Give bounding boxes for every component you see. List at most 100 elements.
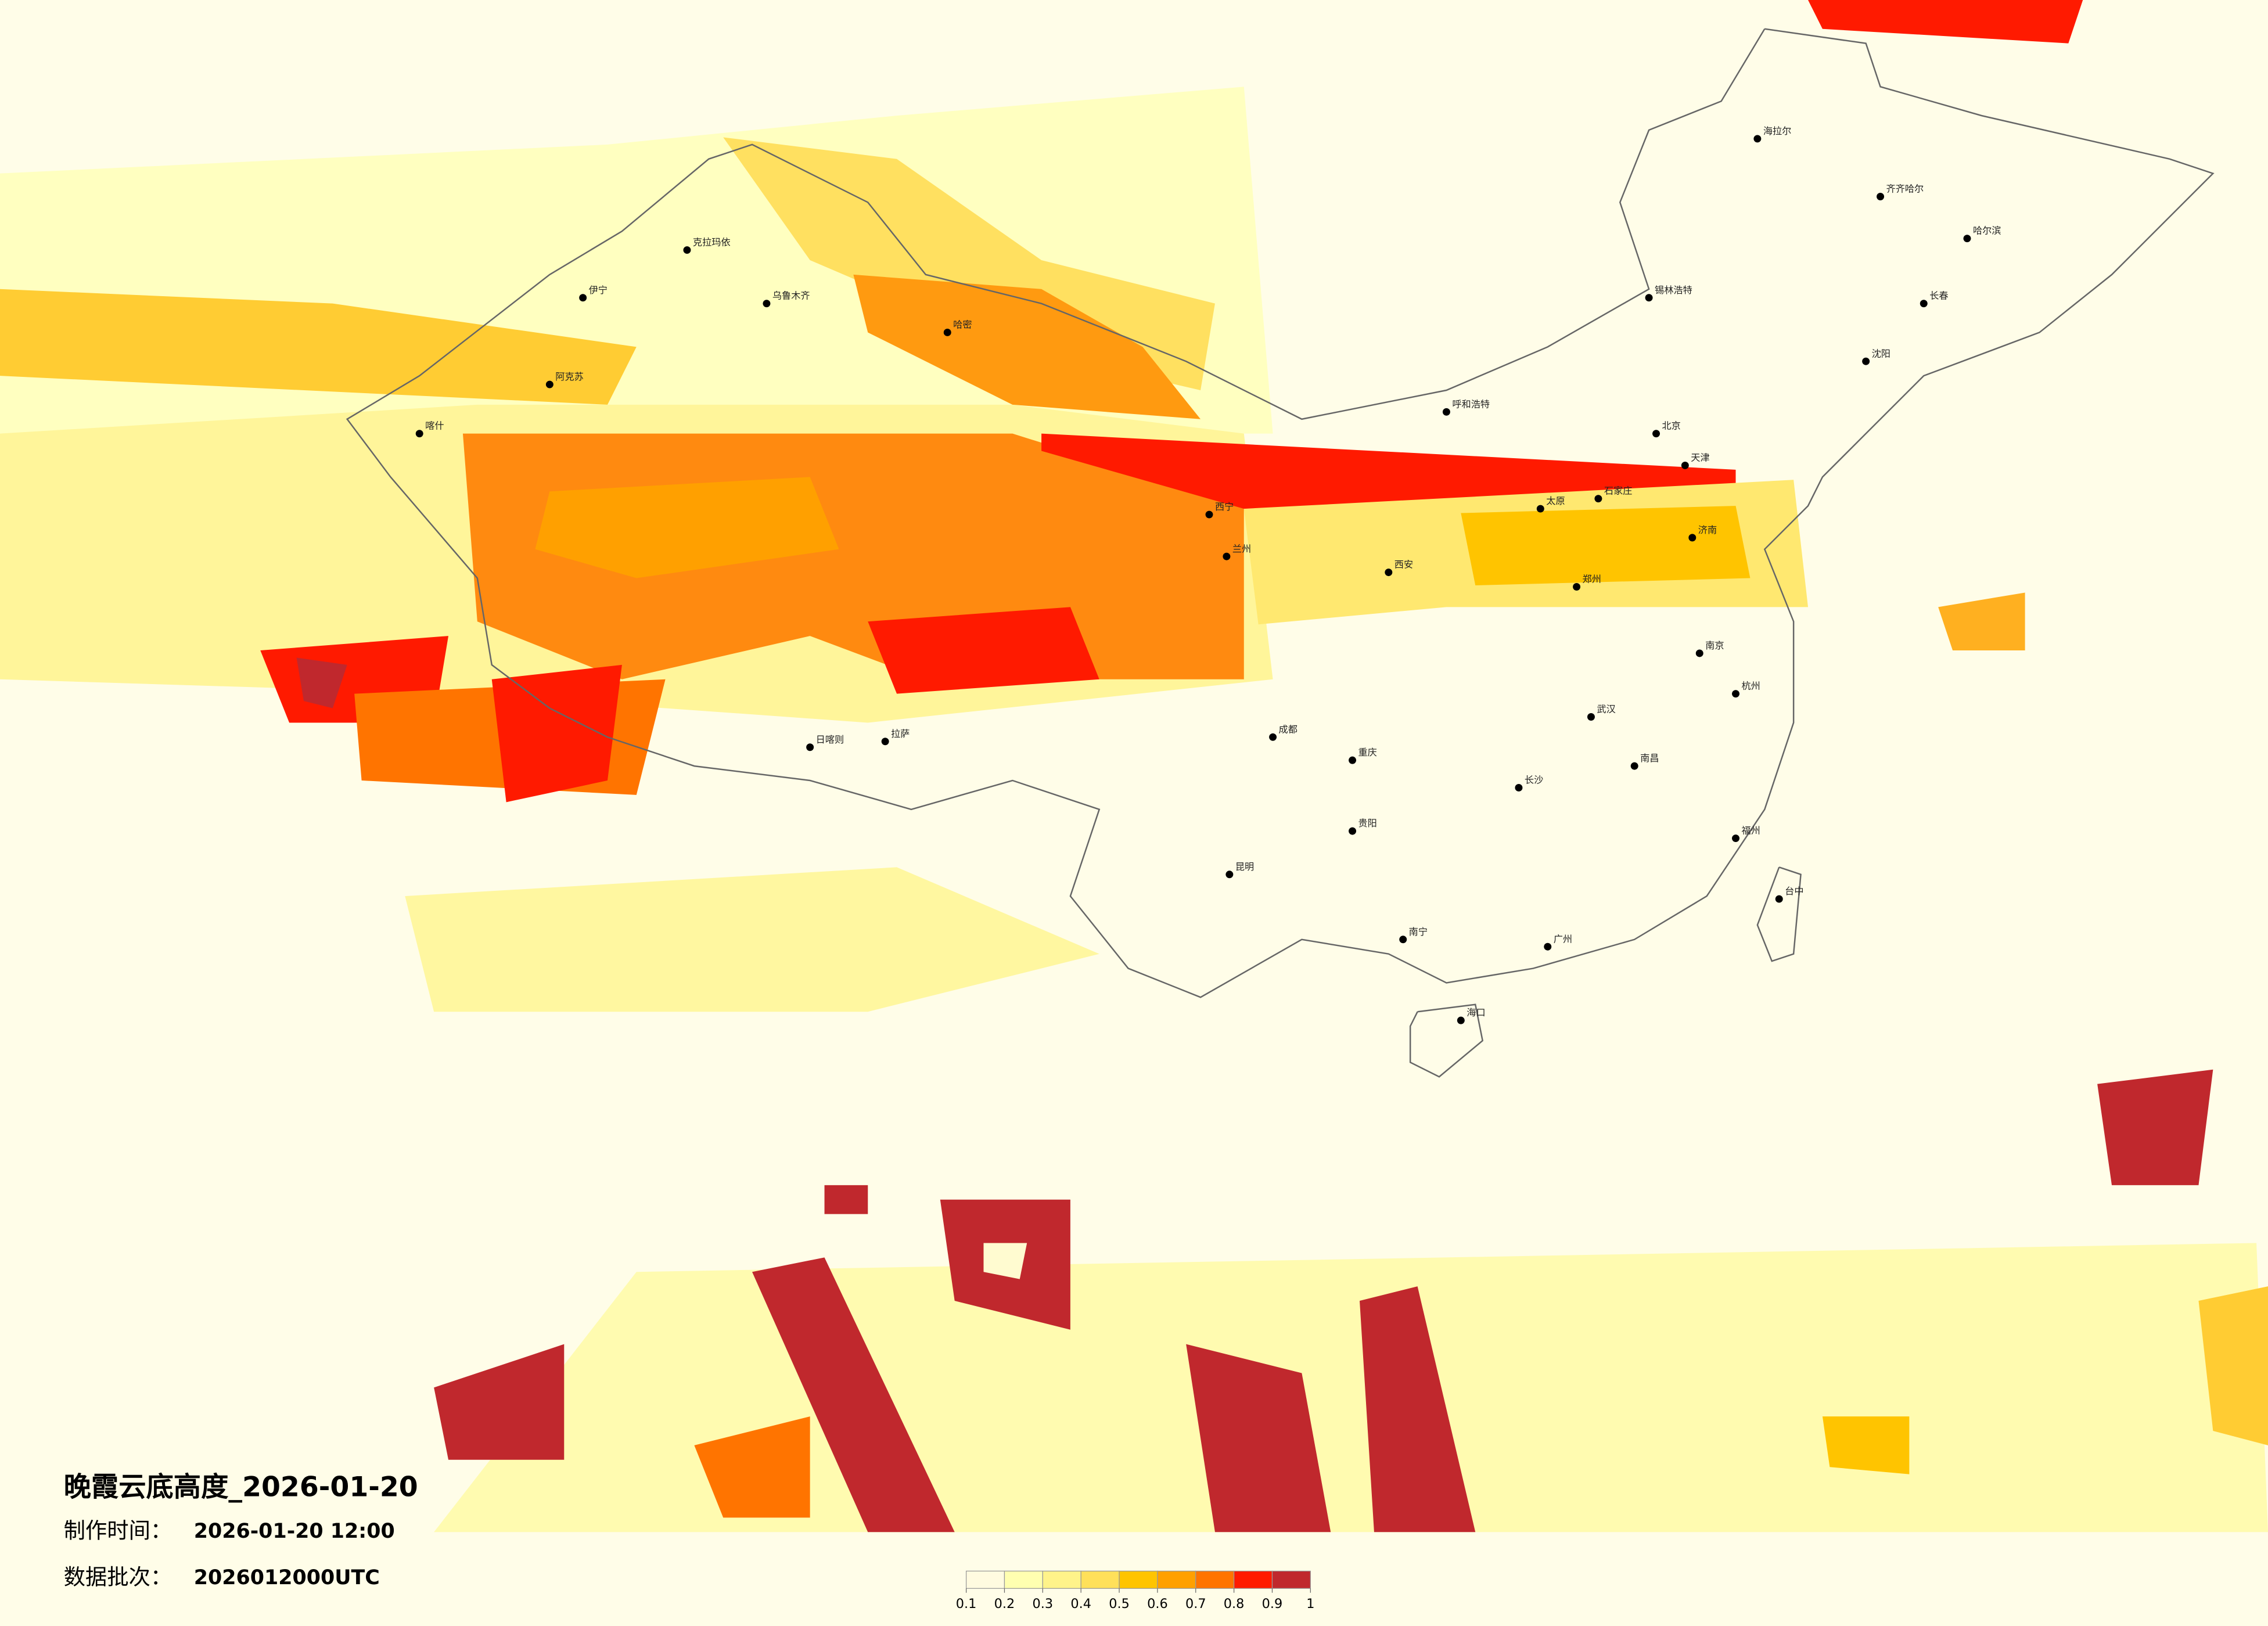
- city-label: 哈尔滨: [1973, 225, 2001, 236]
- colorbar-tick-label: 0.3: [1033, 1596, 1054, 1611]
- city-label: 福州: [1741, 825, 1760, 836]
- colorbar-tick-label: 0.6: [1147, 1596, 1168, 1611]
- colorbar-swatch: [965, 1570, 1005, 1589]
- city-dot: [545, 380, 553, 388]
- city-label: 海拉尔: [1763, 125, 1792, 136]
- city-dot: [1223, 552, 1231, 560]
- city-label: 克拉玛依: [693, 237, 731, 248]
- production-time-label: 制作时间：: [64, 1518, 172, 1544]
- colorbar-swatch: [1157, 1570, 1196, 1589]
- city-dot: [1457, 1016, 1465, 1024]
- city-dot: [1205, 510, 1213, 519]
- city-dot: [1877, 193, 1885, 200]
- colorbar-swatch: [1195, 1570, 1235, 1589]
- city-label: 呼和浩特: [1452, 398, 1490, 409]
- city-dot: [806, 743, 814, 751]
- city-label: 石家庄: [1604, 485, 1633, 497]
- city-label: 伊宁: [589, 285, 608, 296]
- city-dot: [579, 294, 587, 302]
- city-label: 济南: [1698, 524, 1717, 535]
- city-dot: [1630, 762, 1638, 770]
- city-dot: [1681, 461, 1689, 469]
- city-dot: [415, 430, 423, 438]
- city-label: 成都: [1279, 724, 1297, 735]
- city-dot: [1587, 713, 1595, 721]
- colorbar-tick-label: 0.5: [1109, 1596, 1130, 1611]
- city-dot: [1732, 690, 1739, 698]
- city-dot: [881, 738, 889, 746]
- city-dot: [683, 246, 691, 254]
- city-label: 日喀则: [816, 734, 844, 745]
- city-label: 贵阳: [1358, 818, 1377, 829]
- city-label: 西宁: [1215, 501, 1234, 512]
- city-label: 重庆: [1358, 747, 1377, 758]
- city-label: 长春: [1929, 290, 1948, 301]
- city-label: 哈密: [953, 319, 972, 330]
- city-dot: [1536, 505, 1544, 513]
- city-label: 阿克苏: [555, 371, 584, 382]
- country-outline: [346, 28, 2215, 1078]
- city-dot: [1862, 357, 1870, 365]
- city-dot: [1963, 235, 1971, 243]
- city-dot: [1385, 569, 1393, 577]
- city-dot: [1442, 408, 1450, 416]
- city-dot: [1688, 534, 1696, 542]
- city-dot: [1544, 942, 1552, 951]
- city-dot: [1225, 870, 1234, 879]
- colorbar-swatch: [1080, 1570, 1120, 1589]
- city-dot: [1594, 495, 1602, 503]
- colorbar-tick-label: 0.9: [1262, 1596, 1283, 1611]
- colorbar-swatch: [1004, 1570, 1043, 1589]
- colorbar-tick-label: 1: [1306, 1596, 1314, 1611]
- colorbar-swatch: [1233, 1570, 1273, 1589]
- city-dot: [1515, 783, 1523, 792]
- city-label: 台中: [1785, 886, 1803, 897]
- city-label: 齐齐哈尔: [1886, 184, 1924, 195]
- city-dot: [1775, 895, 1783, 903]
- city-dot: [943, 328, 951, 336]
- city-label: 拉萨: [891, 728, 910, 739]
- city-label: 南宁: [1409, 926, 1428, 937]
- colorbar-swatch: [1271, 1570, 1311, 1589]
- city-label: 南昌: [1640, 753, 1659, 764]
- city-dot: [1732, 834, 1739, 843]
- city-label: 锡林浩特: [1655, 285, 1692, 296]
- data-batch-value: 2026012000UTC: [194, 1566, 380, 1589]
- city-label: 太原: [1546, 495, 1565, 506]
- colorbar: 0.1 0.2 0.3 0.4 0.5 0.6 0.7 0.8 0.9 1: [956, 1570, 1314, 1611]
- city-label: 乌鲁木齐: [772, 290, 810, 301]
- data-batch-label: 数据批次：: [64, 1564, 172, 1589]
- colorbar-tick-label: 0.7: [1185, 1596, 1206, 1611]
- city-dot: [1399, 936, 1407, 944]
- city-label: 兰州: [1232, 543, 1251, 554]
- city-dot: [763, 300, 771, 308]
- city-dot: [1269, 733, 1277, 741]
- city-label: 海口: [1467, 1007, 1485, 1018]
- city-label: 西安: [1394, 559, 1413, 570]
- cloud-field: [0, 0, 2268, 1533]
- city-label: 广州: [1554, 933, 1572, 944]
- city-dot: [1652, 430, 1660, 438]
- city-label: 喀什: [425, 420, 444, 431]
- city-dot: [1920, 300, 1928, 308]
- city-dot: [1645, 294, 1653, 302]
- colorbar-swatch: [1042, 1570, 1081, 1589]
- city-label: 昆明: [1235, 861, 1254, 872]
- city-label: 北京: [1662, 420, 1681, 431]
- title: 晚霞云底高度_2026-01-20: [64, 1472, 418, 1503]
- city-label: 武汉: [1597, 704, 1615, 715]
- production-time-value: 2026-01-20 12:00: [194, 1520, 395, 1543]
- city-label: 长沙: [1525, 775, 1543, 786]
- city-dot: [1349, 827, 1357, 835]
- city-label: 沈阳: [1872, 348, 1890, 359]
- city-label: 郑州: [1583, 574, 1601, 585]
- colorbar-tick-label: 0.8: [1224, 1596, 1245, 1611]
- city-label: 南京: [1705, 640, 1724, 651]
- city-dot: [1349, 756, 1357, 764]
- city-label: 杭州: [1741, 681, 1760, 692]
- colorbar-tick-label: 0.2: [994, 1596, 1015, 1611]
- city-dot: [1573, 583, 1581, 591]
